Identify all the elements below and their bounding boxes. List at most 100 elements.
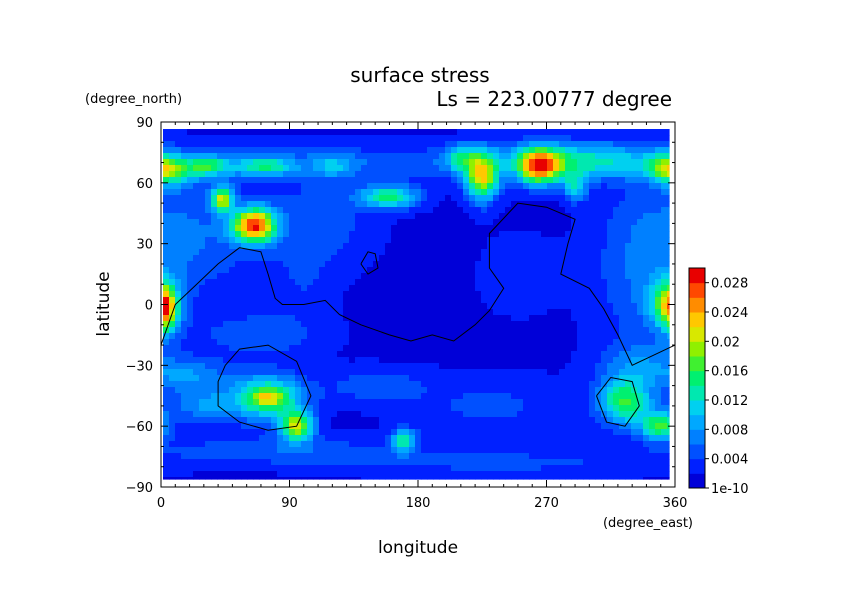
field-cell — [571, 399, 578, 406]
field-cell — [259, 423, 266, 430]
field-cell — [319, 165, 326, 172]
field-cell — [175, 321, 182, 328]
field-cell — [661, 279, 668, 286]
field-cell — [499, 393, 506, 400]
field-cell — [409, 147, 416, 154]
field-cell — [481, 291, 488, 298]
field-cell — [349, 225, 356, 232]
field-cell — [211, 189, 218, 196]
field-cell — [577, 297, 584, 304]
field-cell — [163, 345, 170, 352]
field-cell — [277, 303, 284, 310]
field-cell — [259, 147, 266, 154]
field-cell — [361, 267, 368, 274]
field-cell — [415, 405, 422, 412]
field-cell — [181, 243, 188, 250]
field-cell — [349, 417, 356, 424]
field-cell — [421, 351, 428, 358]
field-cell — [619, 315, 626, 322]
field-cell — [229, 303, 236, 310]
field-cell — [493, 441, 500, 448]
field-cell — [223, 363, 230, 370]
field-cell — [481, 219, 488, 226]
field-cell — [295, 141, 302, 148]
field-cell — [415, 315, 422, 322]
field-cell — [163, 363, 170, 370]
field-cell — [241, 387, 248, 394]
field-cell — [439, 195, 446, 202]
field-cell — [463, 165, 470, 172]
field-cell — [523, 291, 530, 298]
field-cell — [217, 243, 224, 250]
field-cell — [529, 273, 536, 280]
field-cell — [499, 141, 506, 148]
field-cell — [181, 453, 188, 460]
field-cell — [577, 369, 584, 376]
field-cell — [589, 375, 596, 382]
field-cell — [313, 183, 320, 190]
field-cell — [565, 219, 572, 226]
field-cell — [301, 333, 308, 340]
field-cell — [193, 453, 200, 460]
field-cell — [577, 219, 584, 226]
field-cell — [523, 453, 530, 460]
field-cell — [175, 441, 182, 448]
field-cell — [553, 171, 560, 178]
field-cell — [193, 189, 200, 196]
field-cell — [649, 171, 656, 178]
field-cell — [631, 309, 638, 316]
field-cell — [235, 213, 242, 220]
field-cell — [487, 399, 494, 406]
field-cell — [229, 339, 236, 346]
field-cell — [487, 189, 494, 196]
field-cell — [523, 183, 530, 190]
field-cell — [181, 411, 188, 418]
field-cell — [325, 381, 332, 388]
field-cell — [403, 357, 410, 364]
field-cell — [439, 321, 446, 328]
field-cell — [355, 345, 362, 352]
field-cell — [559, 435, 566, 442]
field-cell — [361, 369, 368, 376]
field-cell — [397, 189, 404, 196]
field-cell — [481, 243, 488, 250]
field-cell — [511, 237, 518, 244]
field-cell — [565, 441, 572, 448]
field-cell — [619, 183, 626, 190]
field-cell — [643, 309, 650, 316]
field-cell — [595, 405, 602, 412]
field-cell — [277, 291, 284, 298]
field-cell — [175, 183, 182, 190]
field-cell — [361, 381, 368, 388]
field-cell — [547, 393, 554, 400]
field-cell — [385, 153, 392, 160]
field-cell — [313, 363, 320, 370]
field-cell — [355, 261, 362, 268]
field-cell — [313, 417, 320, 424]
field-cell — [481, 429, 488, 436]
field-cell — [277, 471, 284, 478]
field-cell — [379, 213, 386, 220]
field-cell — [499, 423, 506, 430]
field-cell — [547, 321, 554, 328]
field-cell — [553, 159, 560, 166]
field-cell — [607, 195, 614, 202]
field-cell — [361, 405, 368, 412]
field-cell — [451, 261, 458, 268]
field-cell — [193, 279, 200, 286]
field-cell — [187, 405, 194, 412]
field-cell — [169, 465, 176, 472]
field-cell — [295, 171, 302, 178]
field-cell — [583, 177, 590, 184]
field-cell — [589, 369, 596, 376]
field-cell — [361, 363, 368, 370]
field-cell — [625, 261, 632, 268]
field-cell — [187, 273, 194, 280]
field-cell — [301, 441, 308, 448]
field-cell — [313, 399, 320, 406]
field-cell — [667, 393, 670, 400]
field-cell — [349, 183, 356, 190]
field-cell — [199, 279, 206, 286]
field-cell — [541, 453, 548, 460]
field-cell — [661, 369, 668, 376]
